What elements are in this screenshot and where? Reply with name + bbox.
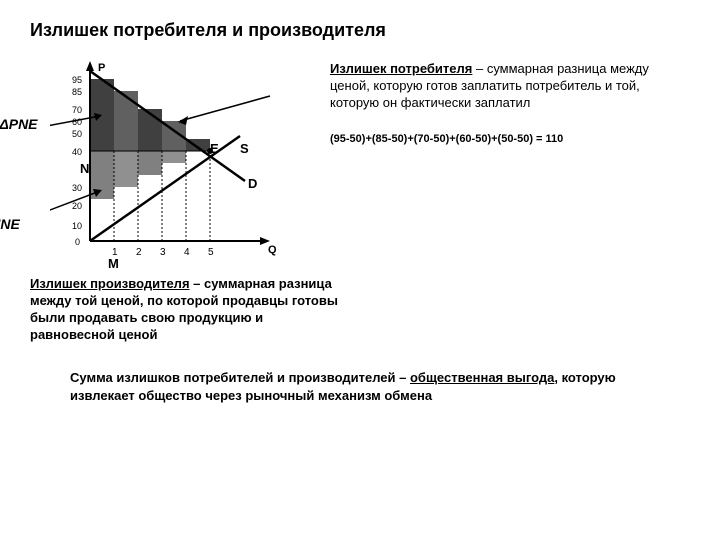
svg-text:5: 5 (208, 247, 214, 258)
label-spne: SΔPNE (0, 116, 38, 132)
svg-text:70: 70 (72, 105, 82, 115)
consumer-definition: Излишек потребителя – суммарная разница … (330, 61, 690, 146)
consumer-def-title: Излишек потребителя (330, 61, 472, 76)
svg-text:3: 3 (160, 247, 166, 258)
supply-demand-chart: P Q 95 85 70 60 50 40 30 20 10 0 1 2 3 4… (50, 61, 290, 271)
svg-text:2: 2 (136, 247, 142, 258)
svg-text:10: 10 (72, 221, 82, 231)
y-axis-label: P (98, 62, 105, 74)
svg-text:50: 50 (72, 129, 82, 139)
svg-text:40: 40 (72, 147, 82, 157)
svg-text:4: 4 (184, 247, 190, 258)
producer-def-title: Излишек производителя (30, 276, 190, 291)
svg-text:95: 95 (72, 75, 82, 85)
main-content: SΔPNE SΔMNE N E S D M (30, 61, 690, 261)
label-smne: SΔMNE (0, 216, 20, 232)
page-title: Излишек потребителя и производителя (30, 20, 690, 41)
chart-container: SΔPNE SΔMNE N E S D M (30, 61, 310, 261)
producer-definition: Излишек производителя – суммарная разниц… (30, 276, 350, 344)
svg-text:30: 30 (72, 183, 82, 193)
svg-text:60: 60 (72, 117, 82, 127)
svg-text:85: 85 (72, 87, 82, 97)
svg-text:20: 20 (72, 201, 82, 211)
summary: Сумма излишков потребителей и производит… (70, 369, 670, 405)
x-axis-label: Q (268, 244, 277, 256)
summary-underline: общественная выгода (410, 370, 554, 385)
svg-text:1: 1 (112, 247, 118, 258)
svg-text:0: 0 (75, 237, 80, 247)
formula: (95-50)+(85-50)+(70-50)+(60-50)+(50-50) … (330, 132, 690, 146)
summary-prefix: Сумма излишков потребителей и производит… (70, 370, 410, 385)
